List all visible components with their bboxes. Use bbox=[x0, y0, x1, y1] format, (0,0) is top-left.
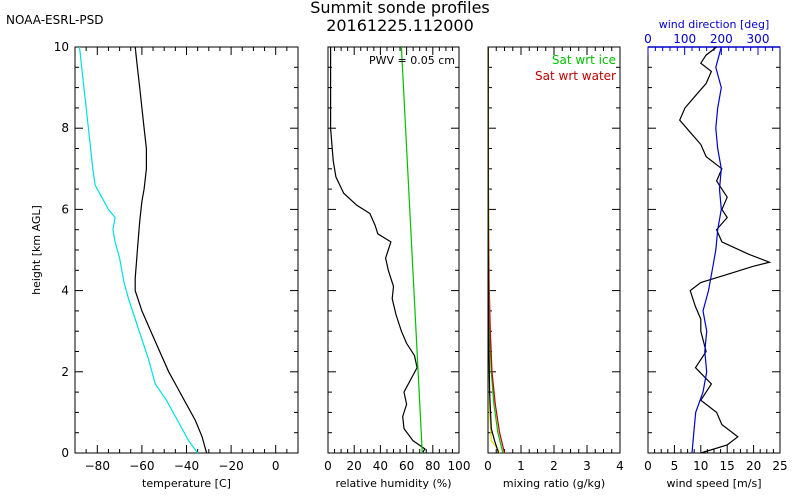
relative-humidity-panel: 0 20 40 60 80 100 relative humidity (%) PWV = 0… bbox=[324, 46, 471, 490]
x-tick-label: 2 bbox=[550, 459, 558, 473]
x2-tick-label: 300 bbox=[747, 32, 770, 46]
x-tick-label: 0 bbox=[644, 459, 652, 473]
plot-frame bbox=[327, 46, 460, 454]
x-tick-label: 25 bbox=[772, 459, 787, 473]
x-tick-label: 3 bbox=[583, 459, 591, 473]
wind-speed-line bbox=[678, 46, 772, 454]
x-axis-label: relative humidity (%) bbox=[335, 477, 451, 490]
x-tick-label: 20 bbox=[347, 459, 362, 473]
profile-3-line bbox=[487, 46, 500, 454]
x-tick-label: 4 bbox=[616, 459, 624, 473]
x-tick-label: 15 bbox=[720, 459, 735, 473]
y-axis-label: height [km AGL] bbox=[30, 205, 43, 295]
x-tick-label: 40 bbox=[373, 459, 388, 473]
plot-frame bbox=[647, 46, 781, 454]
x-tick-label: 10 bbox=[693, 459, 708, 473]
x-tick-label: 100 bbox=[448, 459, 471, 473]
org-label: NOAA-ESRL-PSD bbox=[6, 13, 103, 27]
pwv-annotation: PWV = 0.05 cm bbox=[369, 54, 455, 67]
x-tick-label: 0 bbox=[484, 459, 492, 473]
y-tick-label: 0 bbox=[61, 446, 69, 460]
y-tick-label: 6 bbox=[61, 202, 69, 216]
x-tick-label: 0 bbox=[272, 459, 280, 473]
x-tick-label: 60 bbox=[399, 459, 414, 473]
figure-title-line-1: Summit sonde profiles bbox=[310, 0, 490, 17]
profile-0-line bbox=[134, 46, 208, 454]
y-tick-label: 10 bbox=[54, 40, 69, 54]
x2-tick-label: 100 bbox=[673, 32, 696, 46]
y-tick-label: 4 bbox=[61, 284, 69, 298]
x-axis-label: mixing ratio (g/kg) bbox=[503, 477, 605, 490]
y-tick-label: 2 bbox=[61, 365, 69, 379]
x-tick-label: 1 bbox=[517, 459, 525, 473]
x2-tick-label: 200 bbox=[710, 32, 733, 46]
x-tick-label: −60 bbox=[129, 459, 154, 473]
x-tick-label: 5 bbox=[671, 459, 679, 473]
legend-sat-wrt-water: Sat wrt water bbox=[535, 69, 616, 83]
plot-frame bbox=[487, 46, 621, 454]
profile-1-line bbox=[78, 46, 199, 454]
legend-sat-wrt-ice: Sat wrt ice bbox=[552, 53, 616, 67]
x-axis-label: wind speed [m/s] bbox=[667, 477, 762, 490]
y-tick-label: 8 bbox=[61, 121, 69, 135]
x-tick-label: −80 bbox=[85, 459, 110, 473]
x-tick-label: 0 bbox=[324, 459, 332, 473]
x-axis-label: temperature [C] bbox=[142, 477, 231, 490]
mixing-ratio-panel: 0 1 2 3 4 mixing ratio (g/kg) Sat wrt ice Sat w… bbox=[484, 46, 624, 490]
plot-frame bbox=[74, 46, 299, 454]
wind-direction-line bbox=[691, 46, 722, 454]
x-tick-label: 20 bbox=[746, 459, 761, 473]
profile-1-line bbox=[400, 46, 423, 454]
x-tick-label: −20 bbox=[218, 459, 243, 473]
x2-axis-label: wind direction [deg] bbox=[659, 18, 770, 31]
figure-title-line-2: 20161225.112000 bbox=[326, 16, 474, 35]
wind-panel: 0 5 10 15 20 25 wind speed [m/s] 0 100 200 300wind… bbox=[644, 18, 787, 490]
x2-tick-label: 0 bbox=[644, 32, 652, 46]
profile-0-line bbox=[330, 47, 426, 454]
x-tick-label: −40 bbox=[174, 459, 199, 473]
temperature-panel: −80 −60 −40 −20 0 temperature [C] 0 2 4 6 8 10 heigh… bbox=[30, 40, 299, 490]
x-tick-label: 80 bbox=[425, 459, 440, 473]
